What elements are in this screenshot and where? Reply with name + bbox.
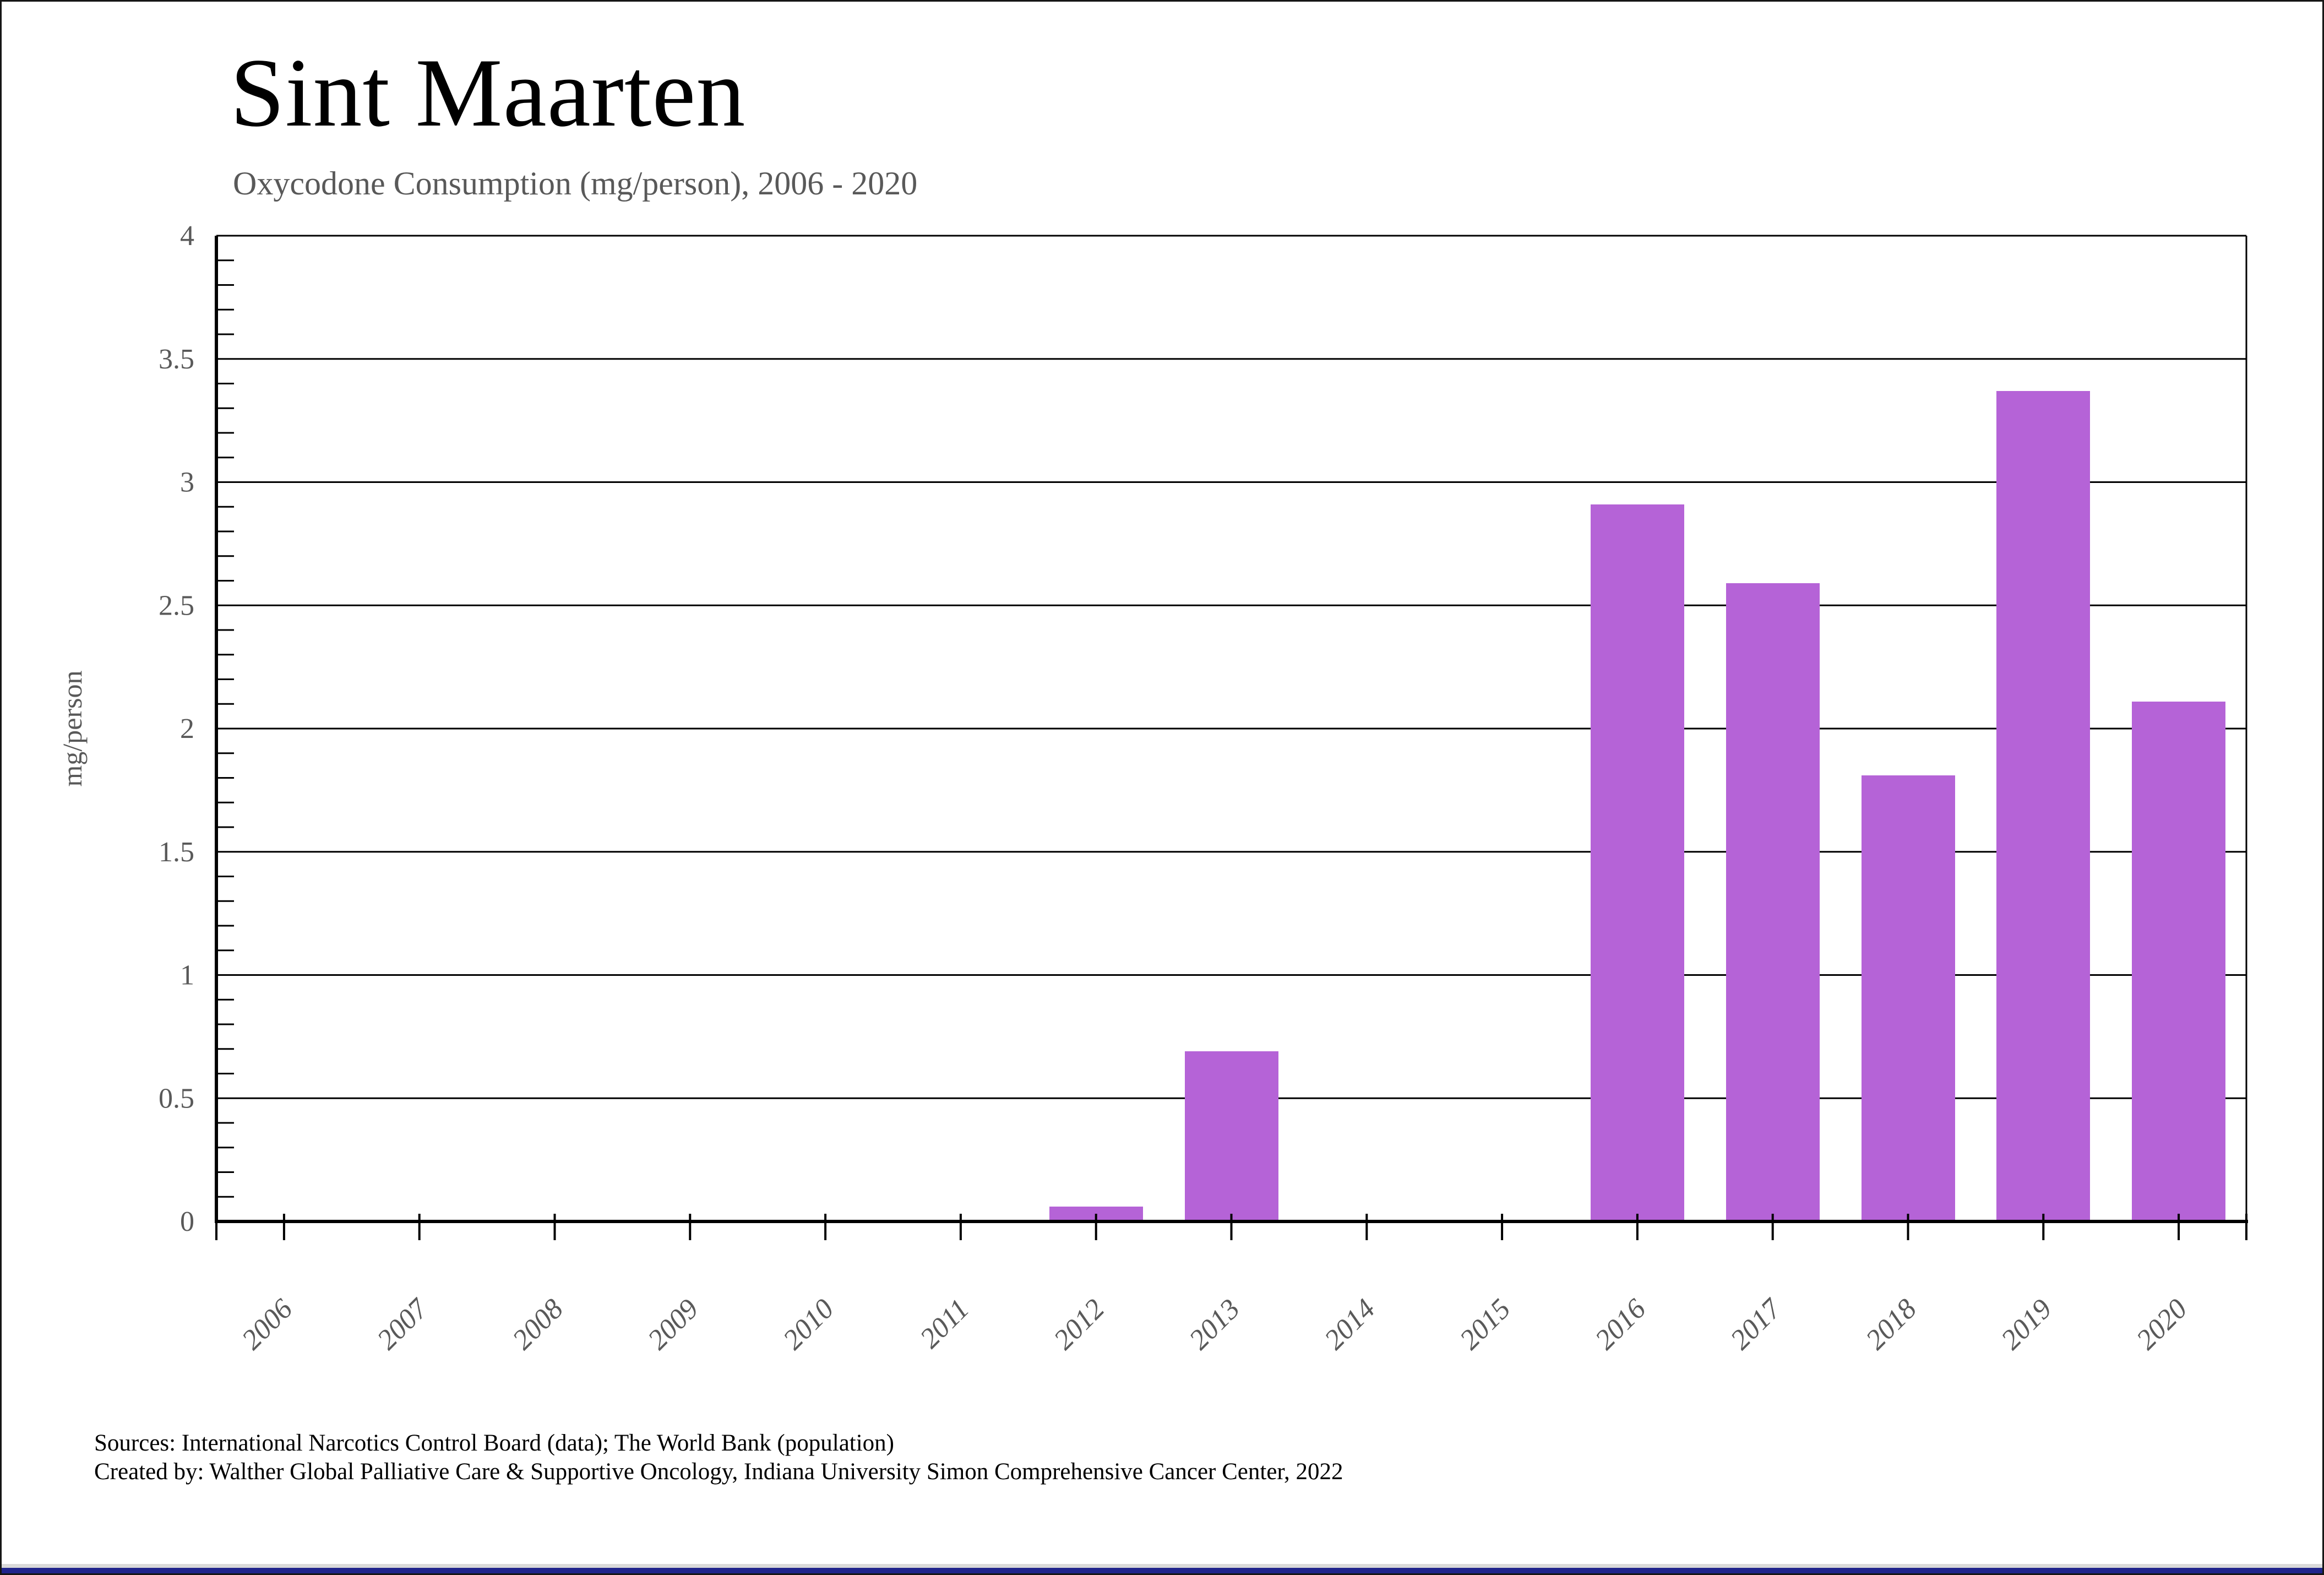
x-tick-label-2012: 2012 [1048, 1293, 1111, 1356]
y-tick-label: 0.5 [159, 1083, 194, 1114]
footer-credit-line: Created by: Walther Global Palliative Ca… [94, 1459, 1343, 1485]
x-tick-label-2006: 2006 [236, 1293, 299, 1356]
y-tick-label: 2.5 [159, 590, 194, 621]
bar-2016 [1591, 504, 1684, 1221]
footer-sources-line: Sources: International Narcotics Control… [94, 1430, 894, 1456]
x-tick-label-2009: 2009 [642, 1293, 705, 1356]
y-tick-label: 4 [180, 220, 194, 252]
x-tick-label-2013: 2013 [1183, 1293, 1246, 1356]
x-tick-label-2019: 2019 [1995, 1293, 2058, 1356]
window-bottom-inner-edge [2, 1564, 2322, 1568]
x-tick-label-2015: 2015 [1454, 1293, 1517, 1356]
bar-2020 [2132, 702, 2225, 1221]
bar-2019 [1996, 391, 2090, 1221]
page-title: Sint Maarten [230, 38, 746, 147]
x-tick-label-2017: 2017 [1724, 1292, 1788, 1356]
y-tick-label: 3.5 [159, 344, 194, 375]
y-tick-label: 3 [180, 467, 194, 498]
x-tick-label-2020: 2020 [2131, 1293, 2194, 1356]
y-tick-label: 1 [180, 960, 194, 991]
window-bottom-bar [2, 1568, 2322, 1573]
footer: Sources: International Narcotics Control… [94, 1429, 1343, 1486]
bar-2017 [1726, 583, 1820, 1221]
y-tick-label: 1.5 [159, 837, 194, 868]
x-tick-label-2010: 2010 [777, 1293, 840, 1356]
x-tick-label-2008: 2008 [507, 1293, 569, 1356]
x-tick-label-2018: 2018 [1860, 1293, 1923, 1356]
y-tick-label: 0 [180, 1206, 194, 1237]
bar-2013 [1185, 1051, 1278, 1221]
page-subtitle: Oxycodone Consumption (mg/person), 2006 … [233, 165, 918, 202]
x-tick-label-2014: 2014 [1319, 1293, 1381, 1356]
x-tick-label-2016: 2016 [1590, 1293, 1652, 1356]
x-tick-label-2011: 2011 [914, 1293, 975, 1354]
y-axis-title: mg/person [57, 670, 88, 786]
x-tick-label-2007: 2007 [371, 1292, 434, 1356]
y-tick-label: 2 [180, 713, 194, 745]
bar-2018 [1862, 775, 1955, 1221]
